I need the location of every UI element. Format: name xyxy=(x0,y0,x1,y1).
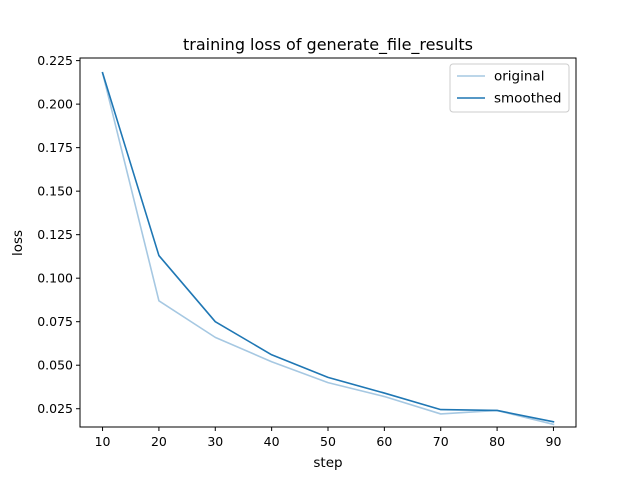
chart-title: training loss of generate_file_results xyxy=(183,35,473,55)
legend-label-original: original xyxy=(494,69,544,85)
legend-label-smoothed: smoothed xyxy=(494,91,561,107)
y-tick-label: 0.075 xyxy=(37,314,73,329)
series-line-original xyxy=(101,71,555,426)
x-tick-label: 60 xyxy=(376,434,392,449)
x-axis: 10 20 30 40 50 60 70 80 90 xyxy=(95,427,562,449)
y-tick-label: 0.150 xyxy=(37,184,73,199)
y-tick-label: 0.100 xyxy=(37,271,73,286)
x-tick-label: 30 xyxy=(207,434,223,449)
x-axis-label: step xyxy=(313,455,342,471)
x-tick-label: 10 xyxy=(95,434,111,449)
x-tick-label: 90 xyxy=(546,434,562,449)
y-tick-label: 0.125 xyxy=(37,227,73,242)
y-tick-label: 0.200 xyxy=(37,97,73,112)
y-tick-label: 0.050 xyxy=(37,358,73,373)
y-axis-label: loss xyxy=(10,230,26,256)
y-axis: 0.025 0.050 0.075 0.100 0.125 0.150 0.175 0.200… xyxy=(37,53,80,416)
y-tick-label: 0.175 xyxy=(37,140,73,155)
legend: original smoothed xyxy=(449,63,570,113)
x-tick-label: 40 xyxy=(264,434,280,449)
x-tick-label: 80 xyxy=(489,434,505,449)
series-line-smoothed xyxy=(101,71,555,423)
x-tick-label: 50 xyxy=(320,434,336,449)
y-tick-label: 0.025 xyxy=(37,401,73,416)
plot-lines xyxy=(101,71,555,426)
y-tick-label: 0.225 xyxy=(37,53,73,68)
x-tick-label: 70 xyxy=(433,434,449,449)
x-tick-label: 20 xyxy=(151,434,167,449)
